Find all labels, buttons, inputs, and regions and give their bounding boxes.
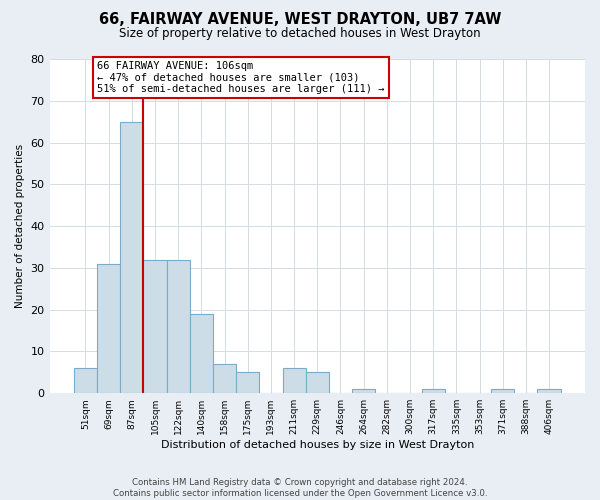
Bar xyxy=(167,260,190,393)
Text: 66, FAIRWAY AVENUE, WEST DRAYTON, UB7 7AW: 66, FAIRWAY AVENUE, WEST DRAYTON, UB7 7A… xyxy=(99,12,501,28)
Bar xyxy=(538,389,560,393)
Text: Contains HM Land Registry data © Crown copyright and database right 2024.
Contai: Contains HM Land Registry data © Crown c… xyxy=(113,478,487,498)
Bar xyxy=(422,389,445,393)
Bar xyxy=(143,260,167,393)
Bar xyxy=(74,368,97,393)
Y-axis label: Number of detached properties: Number of detached properties xyxy=(15,144,25,308)
Bar xyxy=(190,314,213,393)
Bar xyxy=(97,264,120,393)
Bar xyxy=(213,364,236,393)
Text: 66 FAIRWAY AVENUE: 106sqm
← 47% of detached houses are smaller (103)
51% of semi: 66 FAIRWAY AVENUE: 106sqm ← 47% of detac… xyxy=(97,61,385,94)
Bar xyxy=(120,122,143,393)
Bar xyxy=(305,372,329,393)
Bar xyxy=(352,389,375,393)
X-axis label: Distribution of detached houses by size in West Drayton: Distribution of detached houses by size … xyxy=(161,440,474,450)
Bar xyxy=(236,372,259,393)
Text: Size of property relative to detached houses in West Drayton: Size of property relative to detached ho… xyxy=(119,28,481,40)
Bar xyxy=(283,368,305,393)
Bar xyxy=(491,389,514,393)
